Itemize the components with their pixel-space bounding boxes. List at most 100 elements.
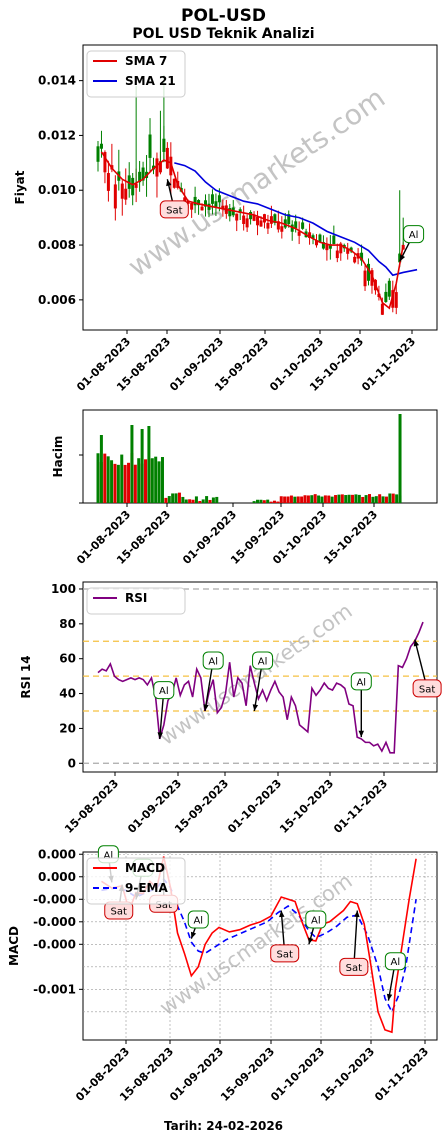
macd-legend-entry: MACD: [125, 861, 165, 875]
volume-bar: [262, 500, 266, 503]
candle-body: [113, 184, 117, 209]
rsi-signal-4-box: [412, 679, 442, 698]
candle-body: [165, 147, 169, 169]
rsi-line: [97, 621, 424, 754]
macd-signal-3-label: Sat: [155, 900, 171, 911]
macd-signal-6-box: [305, 910, 327, 929]
macd-signal-4-box: [187, 910, 209, 929]
volume-bar: [310, 495, 314, 503]
macd-signal-6-label: Al: [311, 916, 321, 927]
volume-bar: [276, 501, 280, 503]
figure-title: POL-USD: [181, 6, 266, 26]
rsi-ytick-label: 20: [59, 721, 76, 735]
volume-bar: [361, 496, 365, 503]
rsi-signal-4-arrowhead: [413, 639, 419, 647]
candle-body: [200, 206, 204, 211]
candle-body: [96, 146, 100, 162]
volume-bar: [334, 495, 338, 503]
volume-bar: [157, 461, 161, 503]
macd-signal-line: [101, 877, 417, 1014]
volume-spike: [130, 425, 134, 503]
volume-bar: [259, 499, 263, 503]
price-signal-0-box: [159, 200, 189, 219]
volume-bar: [388, 493, 392, 503]
rsi-signal-2-label: Al: [258, 656, 268, 667]
price-ylabel: Fiyat: [13, 170, 27, 204]
volume-spike: [398, 414, 402, 503]
volume-spike: [99, 435, 103, 503]
candle-body: [99, 143, 103, 149]
volume-bar: [256, 499, 259, 503]
rsi-signal-0-label: Al: [159, 686, 169, 697]
volume-bar: [306, 495, 310, 503]
candle-body: [321, 242, 325, 249]
volume-bar: [103, 453, 107, 503]
volume-bar: [269, 501, 273, 503]
volume-bar: [300, 496, 304, 503]
macd-signal-5-box: [270, 944, 300, 963]
rsi-signal-1-box: [202, 651, 224, 670]
macd-ylabel: MACD: [7, 926, 21, 966]
macd-ytick-label: -0.001: [33, 982, 76, 996]
volume-spike: [140, 429, 144, 503]
volume-bar: [171, 493, 175, 503]
price-legend-entry: SMA 21: [125, 74, 176, 88]
volume-bar: [205, 496, 209, 503]
candle-body: [380, 303, 384, 315]
candle-body: [391, 290, 395, 308]
candle-body: [221, 205, 225, 210]
rsi-xtick-label: 15-10-2023: [277, 777, 336, 836]
rsi-signal-0-arrowhead: [157, 732, 163, 739]
macd-signal-1-label: Sat: [111, 907, 127, 918]
candle-body: [235, 213, 239, 221]
volume-bar: [137, 458, 141, 503]
volume-bar: [351, 494, 355, 503]
candle-body: [325, 244, 329, 251]
macd-ytick-label: -0.000: [33, 892, 76, 906]
volume-bar: [357, 494, 361, 503]
volume-bar: [313, 494, 317, 503]
macd-ytick-label: 0.000: [38, 870, 76, 884]
rsi-legend-box: [86, 587, 186, 615]
macd-legend-entry: 9-EMA: [125, 881, 168, 895]
candle-body: [370, 270, 374, 286]
candle-body: [155, 158, 159, 177]
price-panel-frame: [82, 44, 438, 331]
candle-body: [210, 194, 214, 204]
volume-bar: [378, 494, 382, 503]
volume-bar: [164, 497, 168, 503]
volume-bar: [198, 500, 202, 503]
candle-body: [339, 243, 343, 254]
volume-bar: [317, 495, 321, 503]
candle-body: [283, 219, 287, 228]
macd-ytick-label: -0.000: [33, 915, 76, 929]
volume-bar: [330, 496, 334, 503]
volume-bar: [211, 497, 215, 503]
candle-body: [148, 134, 152, 158]
price-ytick-label: 0.014: [38, 74, 76, 88]
candle-body: [242, 215, 246, 224]
macd-signal-5-label: Sat: [276, 949, 292, 960]
volume-bar: [354, 494, 358, 503]
volume-bar: [367, 494, 371, 503]
macd-signal-0-label: Al: [104, 850, 114, 861]
macd-signal-7-label: Sat: [346, 963, 362, 974]
candle-body: [103, 152, 107, 173]
volume-bar: [191, 499, 195, 503]
volume-bar: [160, 457, 164, 503]
rsi-xtick-label: 01-11-2023: [331, 777, 390, 836]
rsi-ytick-label: 0: [68, 756, 76, 770]
candle-body: [106, 173, 110, 191]
macd-signal-6-arrowhead: [308, 937, 314, 945]
candle-body: [169, 156, 173, 176]
candle-body: [294, 221, 298, 229]
candle-body: [193, 196, 197, 206]
candle-body: [141, 167, 145, 181]
candle-body: [252, 214, 256, 221]
volume-bar: [127, 462, 131, 503]
footer-date: Tarih: 24-02-2026: [163, 1119, 284, 1133]
candle-body: [186, 200, 190, 204]
volume-bar: [106, 456, 110, 503]
candle-body: [311, 235, 315, 239]
